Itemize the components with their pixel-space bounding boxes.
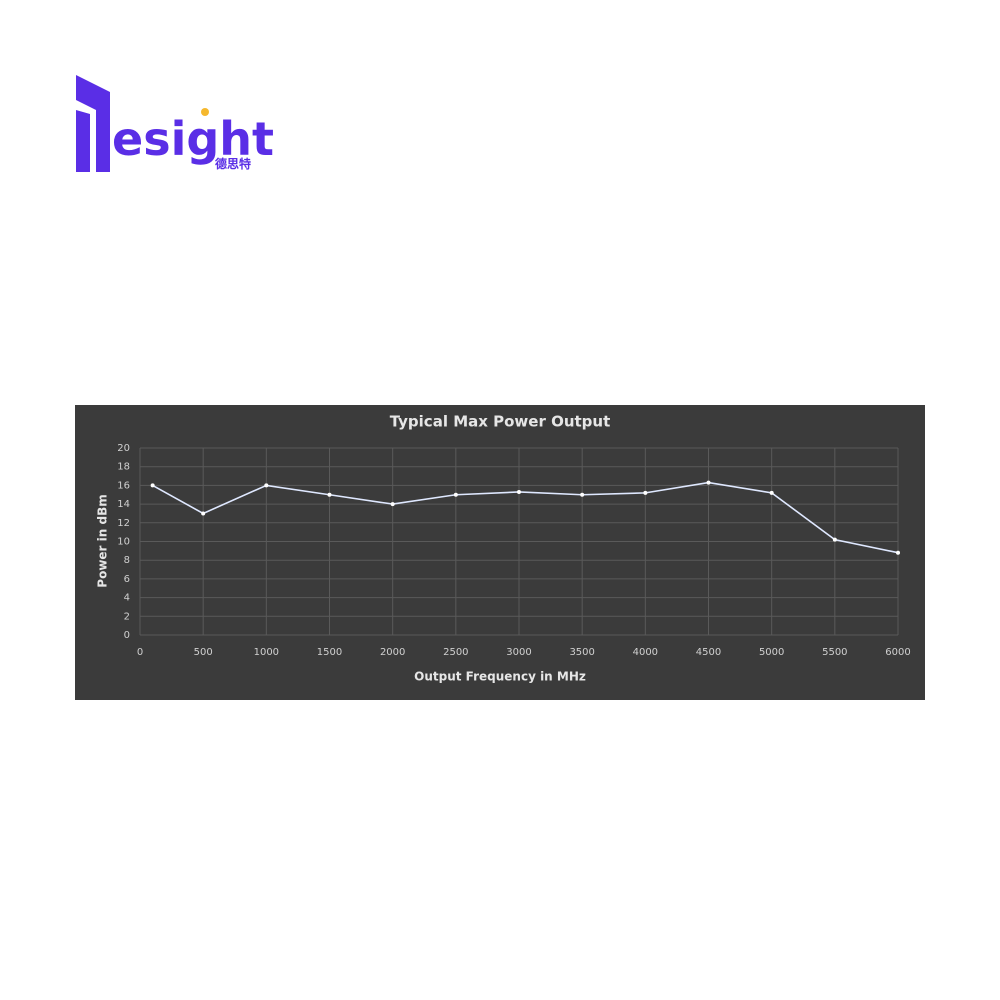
y-tick-label: 2	[124, 611, 130, 622]
y-axis-label: Power in dBm	[96, 494, 110, 587]
y-tick-label: 6	[124, 574, 130, 585]
y-tick-label: 0	[124, 630, 130, 641]
data-point	[453, 492, 458, 497]
x-tick-label: 1000	[254, 647, 279, 658]
data-point	[896, 550, 900, 555]
logo-mark	[76, 110, 90, 172]
x-tick-label: 6000	[885, 647, 910, 658]
data-point	[327, 492, 332, 497]
y-tick-label: 4	[124, 593, 130, 604]
data-point	[769, 490, 774, 495]
y-tick-label: 14	[117, 499, 130, 510]
x-tick-label: 5000	[759, 647, 784, 658]
logo-subtitle: 德思特	[215, 156, 251, 171]
data-point	[643, 490, 648, 495]
y-tick-label: 12	[117, 518, 130, 529]
y-tick-label: 18	[117, 462, 130, 473]
logo-text: esight	[112, 112, 274, 166]
x-tick-label: 3000	[506, 647, 531, 658]
data-point	[580, 492, 585, 497]
logo-mark	[76, 75, 110, 172]
data-point	[264, 483, 269, 488]
x-tick-label: 5500	[822, 647, 847, 658]
chart: Typical Max Power Output Output Frequenc…	[96, 413, 911, 684]
logo-dot	[201, 108, 209, 116]
logo: esight 德思特	[76, 75, 274, 172]
data-point	[517, 489, 521, 494]
y-tick-label: 16	[117, 480, 130, 491]
chart-background	[75, 405, 925, 700]
x-axis-label: Output Frequency in MHz	[414, 670, 586, 684]
y-tick-label: 8	[124, 555, 130, 566]
x-tick-label: 2500	[443, 647, 468, 658]
x-tick-label: 3500	[569, 647, 594, 658]
data-point	[832, 537, 837, 542]
data-point	[150, 483, 155, 488]
data-point	[390, 502, 395, 507]
data-point	[201, 511, 206, 516]
x-tick-label: 500	[194, 647, 213, 658]
chart-title: Typical Max Power Output	[390, 413, 611, 431]
y-tick-label: 10	[117, 537, 130, 548]
x-tick-label: 4500	[696, 647, 721, 658]
x-tick-label: 4000	[633, 647, 658, 658]
x-tick-label: 1500	[317, 647, 342, 658]
data-point	[706, 480, 711, 485]
x-tick-label: 0	[137, 647, 143, 658]
y-tick-label: 20	[117, 443, 130, 454]
x-tick-label: 2000	[380, 647, 405, 658]
